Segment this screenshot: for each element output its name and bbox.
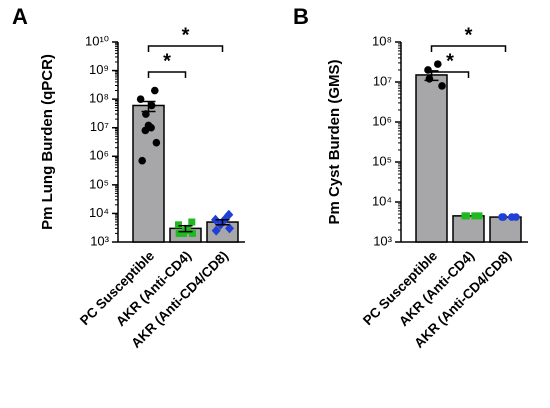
y-axis-label: Pm Lung Burden (qPCR) [39, 54, 56, 230]
significance-bracket [147, 45, 224, 52]
point [475, 212, 483, 220]
point [179, 229, 187, 237]
significance-bracket [147, 71, 187, 78]
y-tick-label: 10¹⁰ [85, 33, 109, 48]
point [211, 225, 221, 236]
error-bar [178, 225, 193, 233]
bar [452, 215, 485, 243]
y-tick-label: 10⁵ [372, 153, 392, 168]
y-tick-label: 10³ [373, 233, 392, 248]
point [512, 213, 520, 221]
panel-letter: A [12, 4, 28, 29]
point [225, 223, 234, 234]
point [152, 138, 161, 147]
significance-label: * [182, 24, 190, 46]
y-tick-label: 10⁴ [372, 193, 392, 208]
point [188, 218, 196, 226]
point [434, 60, 442, 68]
point [138, 156, 146, 165]
significance-label: * [163, 50, 171, 72]
significance-label: * [446, 50, 454, 72]
bar [415, 74, 448, 243]
point [189, 229, 196, 237]
y-axis-label: Pm Cyst Burden (GMS) [326, 59, 343, 224]
y-tick-label: 10⁵ [89, 176, 109, 191]
point [424, 66, 432, 74]
significance-bracket [430, 71, 470, 78]
significance-bracket [430, 45, 507, 52]
y-tick-label: 10⁹ [89, 62, 109, 77]
point [147, 101, 156, 110]
y-tick-label: 10⁴ [89, 205, 109, 220]
y-tick-label: 10⁶ [372, 113, 392, 128]
error-bar [215, 219, 230, 226]
point [438, 82, 446, 90]
point [141, 126, 150, 135]
point [151, 86, 159, 95]
bar [489, 216, 522, 243]
y-tick-label: 10⁸ [372, 33, 392, 48]
point [175, 221, 182, 229]
y-tick-label: 10⁶ [89, 148, 109, 163]
y-tick-label: 10⁷ [90, 119, 109, 134]
y-tick-label: 10³ [90, 233, 109, 248]
error-bar [141, 100, 156, 113]
point [175, 229, 183, 237]
point [471, 212, 479, 220]
panel-letter: B [293, 4, 309, 29]
point [462, 212, 470, 220]
significance-label: * [465, 24, 473, 46]
point [147, 123, 155, 132]
y-tick-label: 10⁷ [373, 73, 392, 88]
y-tick-label: 10⁸ [89, 91, 109, 106]
point [499, 213, 508, 221]
